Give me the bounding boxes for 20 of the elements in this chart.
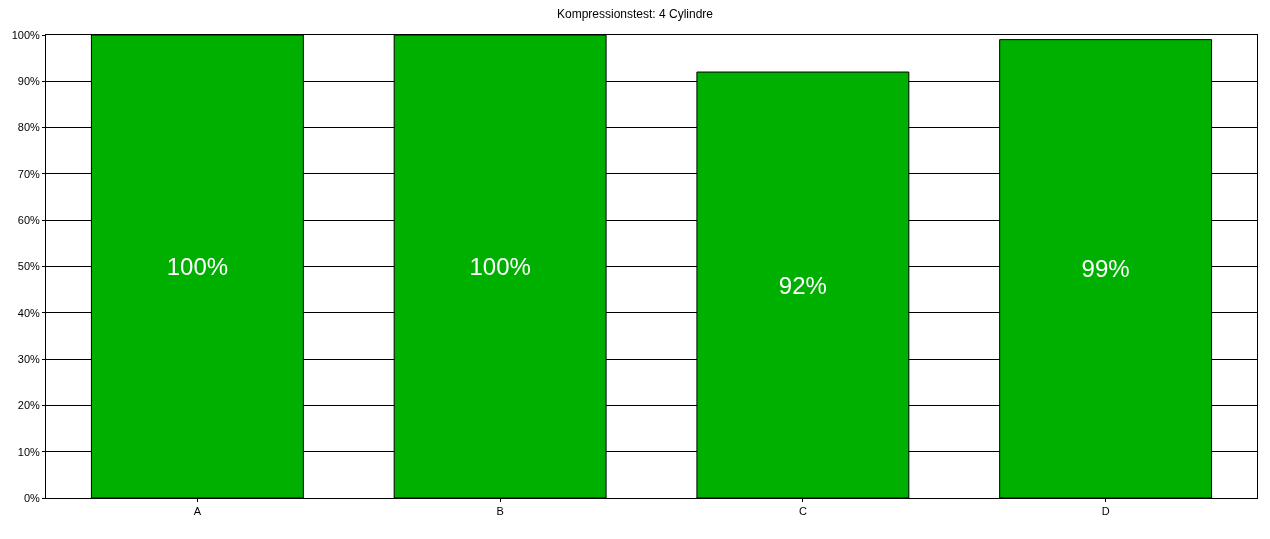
x-tick-label: C [798, 505, 807, 518]
data-label: 100% [469, 253, 531, 280]
chart-title: Kompressionstest: 4 Cylindre [556, 6, 714, 21]
data-label: 99% [1081, 255, 1130, 283]
y-tick-label: 70% [17, 167, 40, 180]
y-tick-label: 60% [17, 214, 40, 227]
data-label: 92% [778, 271, 827, 299]
y-tick-label: 10% [17, 445, 40, 458]
y-tick-label: 50% [17, 260, 40, 273]
y-tick-label: 20% [17, 399, 40, 412]
y-tick-label: 80% [17, 121, 40, 134]
x-tick-label: A [193, 505, 202, 518]
x-tick-label: B [496, 505, 504, 518]
y-tick-label: 0% [23, 491, 41, 504]
y-tick-label: 40% [17, 306, 40, 319]
data-label: 100% [166, 253, 229, 280]
y-tick-label: 30% [17, 352, 40, 365]
y-tick-label: 100% [11, 28, 41, 41]
y-tick-label: 90% [17, 75, 40, 88]
x-tick-label: D [1101, 505, 1110, 518]
